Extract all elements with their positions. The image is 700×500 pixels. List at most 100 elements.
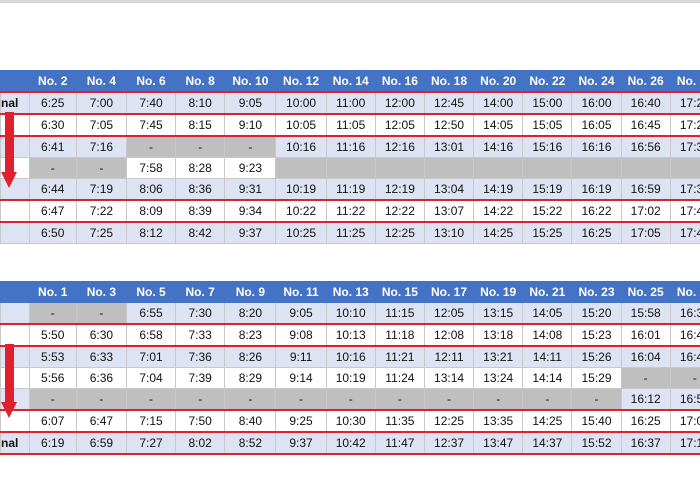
column-header: No. 18 xyxy=(423,70,475,93)
time-cell: 13:14 xyxy=(423,367,475,389)
table-row: nal 6:19 6:59 7:27 8:02 8:52 9:37 10:42 11:47 12:… xyxy=(0,431,700,455)
time-cell: 14:25 xyxy=(522,409,573,433)
column-header: No. 5 xyxy=(125,281,177,303)
time-cell: 6:50 xyxy=(28,221,77,244)
column-header: No. 6 xyxy=(125,70,177,93)
time-cell: 7:58 xyxy=(125,157,177,179)
time-cell: 5:53 xyxy=(28,345,77,368)
time-cell: 14:14 xyxy=(522,367,573,389)
time-cell: 17:36 xyxy=(669,135,700,158)
time-cell: 16:12 xyxy=(620,388,671,411)
time-cell: 8:09 xyxy=(125,199,177,223)
time-cell: 7:27 xyxy=(125,431,177,455)
time-cell: - xyxy=(522,388,573,411)
time-cell: 17:45 xyxy=(669,221,700,244)
time-cell: - xyxy=(75,157,127,179)
time-cell: 14:11 xyxy=(522,345,573,368)
time-cell: 10:22 xyxy=(275,199,327,223)
time-cell: 13:01 xyxy=(423,135,475,158)
time-cell: 11:19 xyxy=(325,178,376,201)
time-cell: 17:17 xyxy=(669,431,700,455)
column-header: No. 2 xyxy=(28,70,77,93)
top-divider xyxy=(0,0,700,3)
column-header: No. 21 xyxy=(522,281,573,303)
column-header: No. 12 xyxy=(275,70,327,93)
table-row: 6:50 7:25 8:12 8:42 9:37 10:25 11:25 12:25 13:10… xyxy=(0,221,700,244)
column-header: No. 22 xyxy=(522,70,573,93)
time-cell: 10:19 xyxy=(325,367,376,389)
time-cell: 15:29 xyxy=(571,367,622,389)
time-cell: 8:06 xyxy=(125,178,177,201)
row-label xyxy=(0,302,30,325)
time-cell: 15:16 xyxy=(522,135,573,158)
time-cell: 10:25 xyxy=(275,221,327,244)
time-cell: 9:14 xyxy=(275,367,327,389)
time-cell: 10:00 xyxy=(275,91,327,115)
time-cell: 16:00 xyxy=(571,91,622,115)
time-cell: 8:29 xyxy=(224,367,277,389)
time-cell: 13:07 xyxy=(423,199,475,223)
time-cell: 9:37 xyxy=(224,221,277,244)
time-cell: 14:16 xyxy=(473,135,524,158)
time-cell: 6:41 xyxy=(28,135,77,158)
time-cell xyxy=(473,157,524,179)
time-cell: 13:04 xyxy=(423,178,475,201)
time-cell: 10:30 xyxy=(325,409,376,433)
time-cell: 12:25 xyxy=(423,409,475,433)
time-cell: - xyxy=(473,388,524,411)
time-cell: 10:05 xyxy=(275,113,327,137)
time-cell: 16:38 xyxy=(669,302,700,325)
time-cell: 7:36 xyxy=(175,345,226,368)
time-cell: 12:00 xyxy=(374,91,425,115)
table-row: 6:30 7:05 7:45 8:15 9:10 10:05 11:05 12:05 12:50… xyxy=(0,113,700,137)
time-cell: - xyxy=(423,388,475,411)
time-cell: 16:40 xyxy=(620,91,671,115)
time-cell: 17:05 xyxy=(620,221,671,244)
time-cell xyxy=(275,157,327,179)
time-cell: 6:07 xyxy=(28,409,77,433)
time-cell: - xyxy=(175,388,226,411)
time-cell: 7:15 xyxy=(125,409,177,433)
time-cell: 6:58 xyxy=(125,323,177,347)
table-row: 6:44 7:19 8:06 8:36 9:31 10:19 11:19 12:19 13:04… xyxy=(0,178,700,201)
time-cell: 17:20 xyxy=(669,91,700,115)
time-cell: 9:25 xyxy=(275,409,327,433)
time-cell: 7:05 xyxy=(75,113,127,137)
time-cell: - xyxy=(175,135,226,158)
table-row: - -6:55 7:30 8:20 9:05 10:10 11:15 12:05 13:15 14… xyxy=(0,302,700,325)
column-header: No. 17 xyxy=(423,281,475,303)
time-cell: 14:05 xyxy=(473,113,524,137)
time-cell: 11:22 xyxy=(325,199,376,223)
time-cell: 16:16 xyxy=(571,135,622,158)
time-cell: 15:22 xyxy=(522,199,573,223)
time-cell: 13:21 xyxy=(473,345,524,368)
time-cell: 9:05 xyxy=(224,91,277,115)
time-cell: 7:45 xyxy=(125,113,177,137)
time-cell: 11:05 xyxy=(325,113,376,137)
time-cell: 8:39 xyxy=(175,199,226,223)
table-row: 6:07 6:47 7:15 7:50 8:40 9:25 10:30 11:35 12:25 1… xyxy=(0,409,700,433)
time-cell: 15:52 xyxy=(571,431,622,455)
time-cell: - xyxy=(571,388,622,411)
time-cell: 11:35 xyxy=(374,409,425,433)
time-cell: 11:25 xyxy=(325,221,376,244)
time-cell: - xyxy=(224,135,277,158)
time-cell xyxy=(620,157,671,179)
column-header: No. 19 xyxy=(473,281,524,303)
time-cell: 16:59 xyxy=(620,178,671,201)
time-cell: 16:25 xyxy=(571,221,622,244)
table-row: 6:41 7:16- - -10:16 11:16 12:16 13:01 14:16 15:1… xyxy=(0,135,700,158)
time-cell: 9:10 xyxy=(224,113,277,137)
timetable-upper: No. 2 No. 4 No. 6 No. 8 No. 10 No. 12 No. 14 No… xyxy=(0,70,700,244)
column-header: No. 15 xyxy=(374,281,425,303)
time-cell: - xyxy=(75,302,127,325)
time-cell: - xyxy=(28,157,77,179)
time-cell: - xyxy=(28,302,77,325)
column-header: No. 28 xyxy=(669,70,700,93)
time-cell: 12:11 xyxy=(423,345,475,368)
time-cell: 13:10 xyxy=(423,221,475,244)
time-cell: 14:00 xyxy=(473,91,524,115)
time-cell: - xyxy=(669,367,700,389)
time-cell: 16:56 xyxy=(620,135,671,158)
time-cell: 7:30 xyxy=(175,302,226,325)
